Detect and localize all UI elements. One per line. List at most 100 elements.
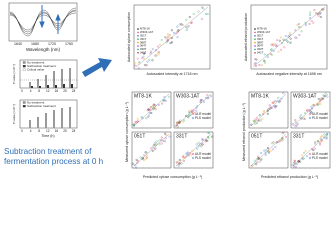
point xyxy=(319,11,322,14)
legend-marker xyxy=(191,156,195,160)
x-axis-label: Autoscaled negative intensity at 1698 nm xyxy=(256,72,322,76)
point xyxy=(266,147,269,150)
point xyxy=(144,151,147,154)
point xyxy=(271,148,274,151)
point xyxy=(150,147,153,150)
point xyxy=(253,63,256,66)
legend-marker xyxy=(308,116,312,120)
point xyxy=(201,143,204,146)
point xyxy=(323,95,326,98)
point xyxy=(263,111,265,114)
point xyxy=(136,57,139,60)
y-axis-label: P value (×10⁻³) xyxy=(12,64,16,84)
point xyxy=(159,43,161,46)
point xyxy=(291,164,294,166)
point xyxy=(263,53,266,56)
point xyxy=(164,137,167,140)
point xyxy=(279,138,282,141)
flow-arrow xyxy=(82,58,112,77)
point xyxy=(266,112,269,115)
point xyxy=(146,109,149,112)
point xyxy=(274,43,277,46)
point xyxy=(165,133,168,136)
panel-label: 331T xyxy=(293,133,304,139)
point xyxy=(148,58,151,61)
point xyxy=(195,107,198,109)
point xyxy=(200,98,203,101)
point xyxy=(269,150,272,153)
point xyxy=(202,7,205,10)
legend-label: PLS model xyxy=(195,116,211,120)
point xyxy=(142,55,145,58)
point xyxy=(176,124,178,127)
point xyxy=(176,36,179,39)
x-tick-label: 4 xyxy=(30,129,32,133)
point xyxy=(319,16,322,18)
point xyxy=(309,13,311,16)
point xyxy=(314,142,317,145)
point xyxy=(294,165,297,168)
point xyxy=(157,104,160,106)
legend-label: 030T xyxy=(140,47,147,51)
point xyxy=(309,17,311,20)
point xyxy=(325,137,327,140)
point xyxy=(264,149,267,152)
point xyxy=(158,139,161,142)
point xyxy=(321,134,324,137)
point xyxy=(185,26,188,29)
caption: Subtraction treatment of fermentation pr… xyxy=(4,147,104,166)
point xyxy=(291,123,294,125)
point xyxy=(289,33,292,36)
point xyxy=(151,146,154,149)
point xyxy=(288,32,291,35)
x-tick-label: 8 xyxy=(38,129,40,133)
point xyxy=(277,50,280,53)
point xyxy=(203,100,206,103)
legend-label: MT8-1K xyxy=(140,27,150,31)
point xyxy=(263,59,266,62)
point xyxy=(312,149,315,152)
point xyxy=(168,36,171,39)
legend-marker xyxy=(191,116,195,120)
point xyxy=(270,48,273,51)
point xyxy=(170,29,173,32)
x-tick-label: 0 xyxy=(21,129,23,133)
point xyxy=(191,149,194,152)
point xyxy=(316,104,319,107)
legend-marker xyxy=(254,35,256,37)
legend-label: Critical value xyxy=(27,68,45,72)
legend-marker xyxy=(137,41,139,44)
point xyxy=(275,141,278,144)
panel-label: MT8-1K xyxy=(251,93,269,99)
legend-label: ULR model xyxy=(312,152,328,156)
point xyxy=(274,106,277,109)
point xyxy=(301,154,304,157)
legend-label: 088T xyxy=(257,40,264,44)
point xyxy=(161,102,164,105)
point xyxy=(256,121,258,124)
legend-label: 088T xyxy=(140,40,147,44)
point xyxy=(310,20,313,23)
point xyxy=(176,25,179,28)
legend-marker xyxy=(308,112,312,116)
legend-marker xyxy=(254,28,256,30)
panel-label: 051T xyxy=(251,133,262,139)
point xyxy=(326,95,329,98)
point xyxy=(155,54,158,57)
point xyxy=(191,21,193,24)
point xyxy=(154,108,157,111)
point xyxy=(323,136,325,139)
point xyxy=(186,152,189,155)
diagonal xyxy=(135,6,209,68)
point xyxy=(205,96,207,99)
point xyxy=(319,137,322,140)
point xyxy=(313,9,316,12)
point xyxy=(153,142,156,145)
point xyxy=(196,147,199,150)
legend-marker xyxy=(254,48,256,51)
point xyxy=(252,120,255,122)
x-tick-label: 0 xyxy=(21,89,23,93)
panel-label: W303-1AT xyxy=(293,93,317,99)
point xyxy=(250,165,253,168)
